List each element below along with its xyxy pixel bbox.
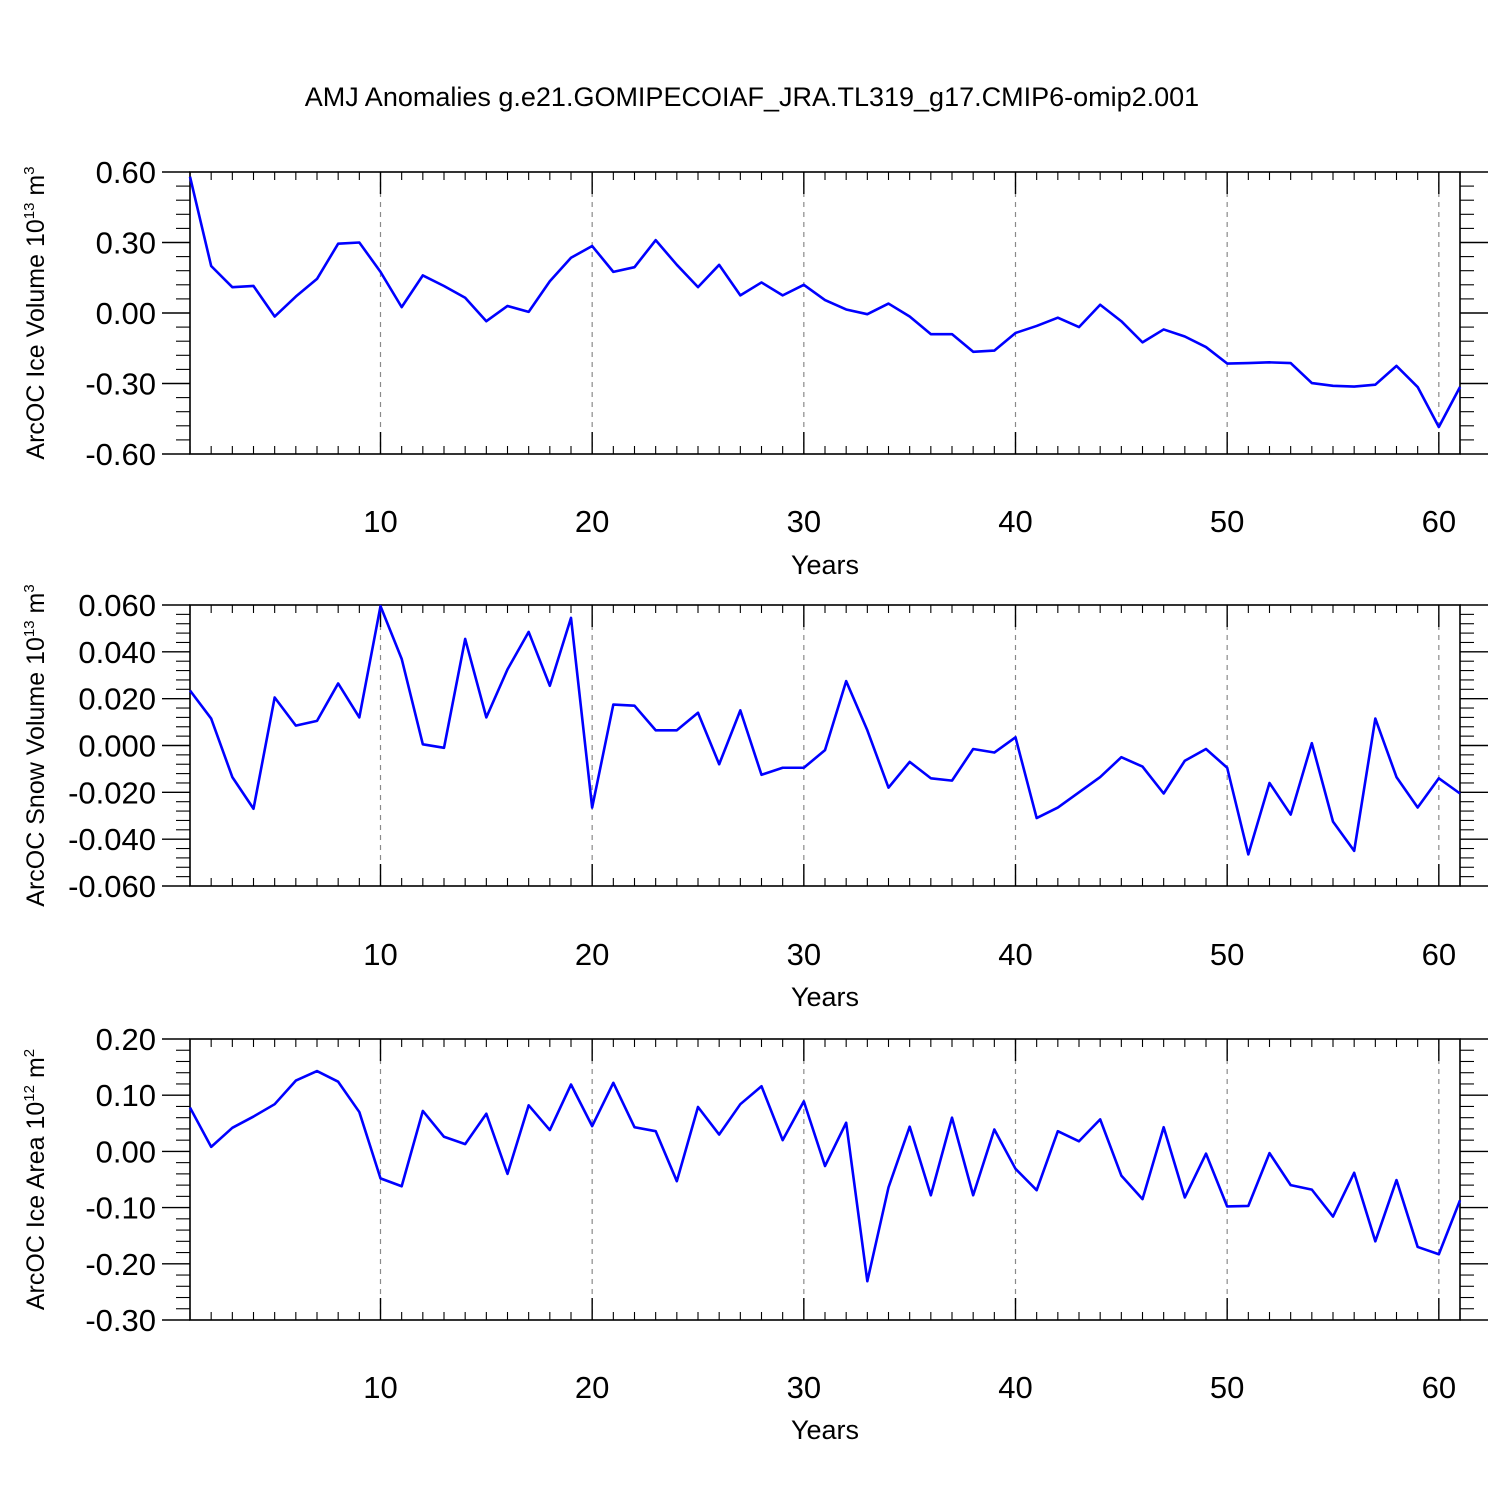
ice-volume-panel: 10 20 30 40 50 60 0.60 0.30 0.00 -0.30 -0.60 Years A…	[21, 155, 1488, 580]
x-tick-label: 40	[998, 937, 1032, 972]
series-line	[188, 176, 1462, 429]
x-axis-label: Years	[791, 1415, 859, 1445]
x-axis-label: Years	[791, 982, 859, 1012]
y-tick-label: 0.30	[96, 226, 156, 261]
y-tick-label: -0.060	[68, 869, 156, 904]
y-tick-label: 0.10	[96, 1078, 156, 1113]
y-axis-label: ArcOC Ice Area 1012 m2	[21, 1049, 50, 1310]
chart-title: AMJ Anomalies g.e21.GOMIPECOIAF_JRA.TL31…	[305, 82, 1199, 112]
y-axis-label: ArcOC Snow Volume 1013 m3	[21, 584, 50, 906]
y-tick-label: 0.060	[78, 588, 156, 623]
x-tick-label: 30	[787, 937, 821, 972]
x-tick-label: 50	[1210, 937, 1244, 972]
y-axis-label: ArcOC Ice Volume 1013 m3	[21, 166, 50, 459]
x-tick-label: 60	[1422, 937, 1456, 972]
x-tick-label: 20	[575, 1370, 609, 1405]
x-tick-label: 60	[1422, 1370, 1456, 1405]
x-tick-label: 40	[998, 1370, 1032, 1405]
series-line	[188, 1069, 1462, 1283]
y-tick-label: 0.000	[78, 729, 156, 764]
y-tick-label: 0.00	[96, 296, 156, 331]
y-tick-label: -0.60	[85, 437, 156, 472]
series-line	[188, 604, 1461, 856]
y-tick-label: -0.020	[68, 775, 156, 810]
x-tick-label: 30	[787, 504, 821, 539]
x-tick-label: 30	[787, 1370, 821, 1405]
x-tick-label: 40	[998, 504, 1032, 539]
y-tick-label: 0.60	[96, 155, 156, 190]
y-tick-label: 0.00	[96, 1134, 156, 1169]
x-tick-label: 60	[1422, 504, 1456, 539]
x-tick-label: 20	[575, 937, 609, 972]
snow-volume-panel: 10 20 30 40 50 60 0.060 0.040 0.020 0.000 -0.020 -0…	[21, 584, 1488, 1012]
y-tick-label: 0.20	[96, 1022, 156, 1057]
y-tick-label: 0.020	[78, 682, 156, 717]
x-tick-label: 10	[363, 937, 397, 972]
y-tick-label: -0.10	[85, 1191, 156, 1226]
ice-area-panel: 10 20 30 40 50 60 0.20 0.10 0.00 -0.10 -0.20 -0.30 Y…	[21, 1022, 1488, 1445]
y-tick-label: 0.040	[78, 635, 156, 670]
x-tick-label: 10	[363, 504, 397, 539]
y-tick-label: -0.20	[85, 1247, 156, 1282]
y-tick-label: -0.30	[85, 1303, 156, 1338]
x-tick-label: 50	[1210, 504, 1244, 539]
x-tick-label: 10	[363, 1370, 397, 1405]
y-tick-label: -0.040	[68, 822, 156, 857]
x-tick-label: 50	[1210, 1370, 1244, 1405]
y-tick-label: -0.30	[85, 367, 156, 402]
x-axis-label: Years	[791, 550, 859, 580]
x-tick-label: 20	[575, 504, 609, 539]
